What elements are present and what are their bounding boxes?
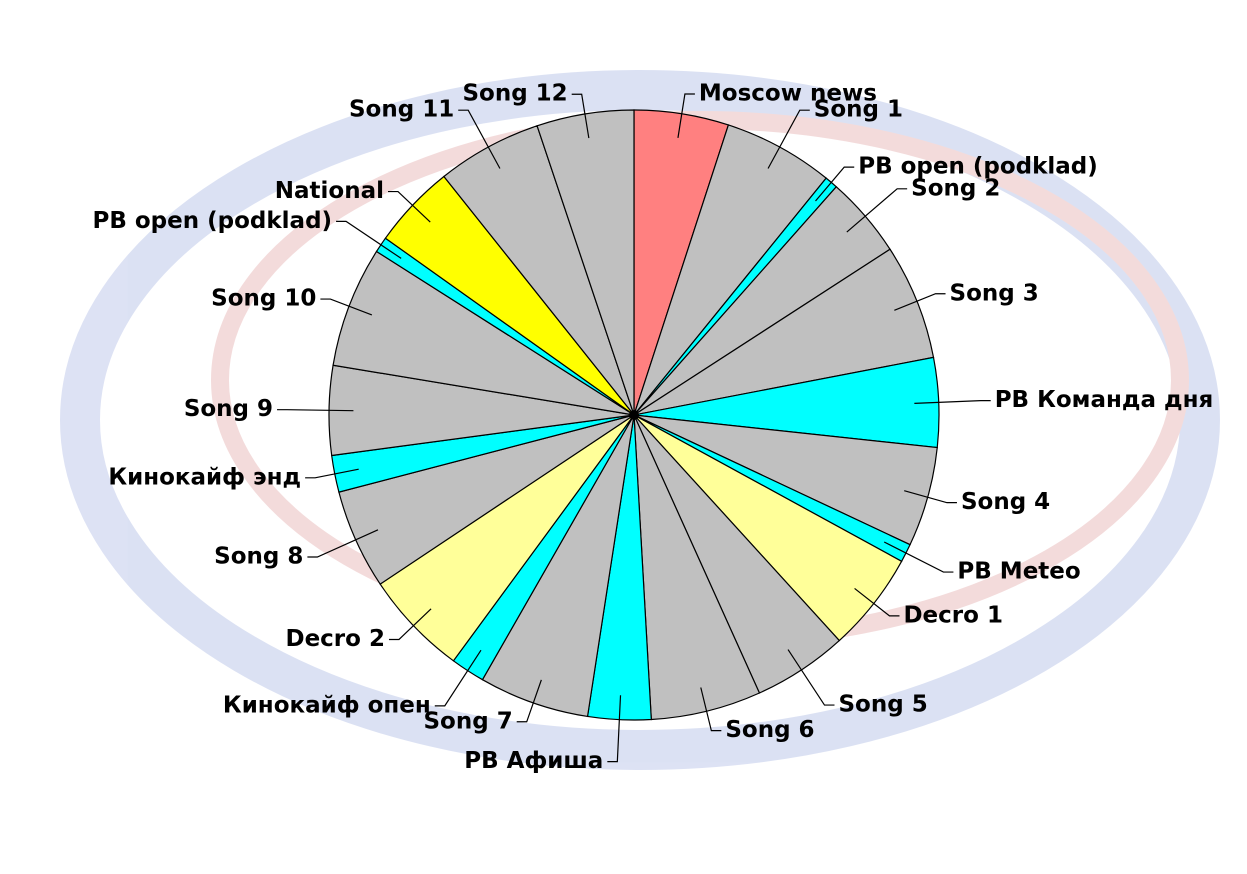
slice-label: Song 1 bbox=[814, 97, 903, 123]
leader-line bbox=[767, 109, 810, 169]
leader-line bbox=[854, 587, 900, 617]
slice-label: PB Meteo bbox=[957, 559, 1080, 585]
slice-label: Song 8 bbox=[214, 544, 303, 570]
leader-line bbox=[320, 298, 373, 316]
leader-line bbox=[458, 109, 501, 169]
leader-line bbox=[388, 190, 431, 223]
leader-line bbox=[571, 93, 590, 139]
leader-line bbox=[815, 166, 855, 202]
slice-label: PB Афиша bbox=[464, 748, 603, 774]
leader-line bbox=[336, 220, 402, 259]
slice-label: PB open (podklad) bbox=[92, 208, 332, 234]
leader-line bbox=[914, 400, 991, 404]
slice-label: Song 5 bbox=[838, 692, 927, 718]
leader-line bbox=[516, 679, 542, 723]
leader-line bbox=[700, 687, 722, 732]
leader-line bbox=[307, 529, 379, 558]
leader-line bbox=[277, 409, 354, 412]
leader-line bbox=[787, 649, 835, 706]
leader-line bbox=[846, 188, 908, 233]
slice-label: Song 9 bbox=[184, 396, 273, 422]
slice-label: Кинокайф опен bbox=[223, 692, 431, 718]
slice-label: Song 7 bbox=[423, 708, 512, 734]
slice-label: Moscow news bbox=[699, 81, 877, 107]
slice-label: Song 2 bbox=[911, 175, 1000, 201]
leader-line bbox=[388, 608, 432, 641]
slice-label: Song 6 bbox=[725, 717, 814, 743]
slice-label: Song 3 bbox=[950, 280, 1039, 306]
slice-label: PB Команда дня bbox=[995, 387, 1214, 413]
watermark-ring bbox=[60, 70, 1220, 770]
slice-label: Decro 1 bbox=[903, 602, 1002, 628]
leader-line bbox=[607, 695, 622, 763]
leader-line bbox=[883, 541, 954, 573]
leader-line bbox=[305, 468, 359, 479]
slice-label: Song 4 bbox=[961, 489, 1050, 515]
slice-label: Decro 2 bbox=[285, 626, 384, 652]
slice-label: National bbox=[275, 178, 384, 204]
pie-center bbox=[629, 410, 639, 420]
leader-line bbox=[904, 490, 957, 504]
slice-label: Song 11 bbox=[349, 97, 454, 123]
slice-label: Кинокайф энд bbox=[108, 464, 301, 490]
leader-line bbox=[677, 93, 695, 138]
slice-label: Song 10 bbox=[211, 286, 316, 312]
leader-line bbox=[434, 649, 482, 707]
leader-line bbox=[894, 293, 946, 311]
slice-label: Song 12 bbox=[462, 81, 567, 107]
slice-label: PB open (podklad) bbox=[858, 154, 1098, 180]
